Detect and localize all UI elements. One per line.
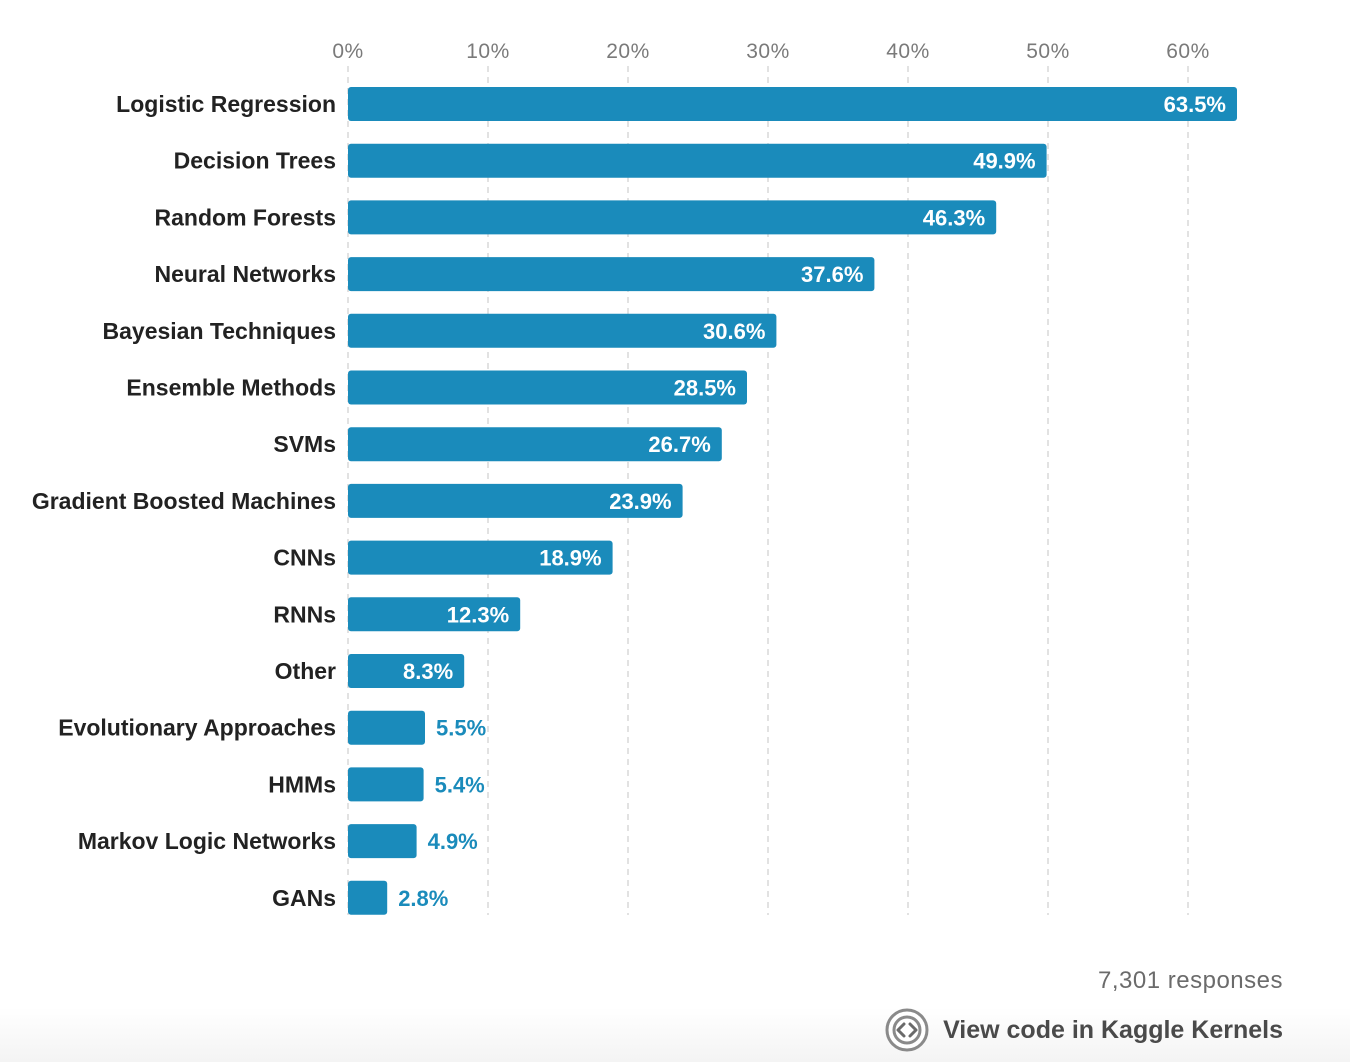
x-tick-label: 20% bbox=[606, 40, 650, 63]
bar-row: Other 8.3% bbox=[275, 654, 465, 688]
bar-row: Gradient Boosted Machines 23.9% bbox=[32, 483, 683, 518]
bar-row: CNNs 18.9% bbox=[273, 540, 613, 575]
bar-row: Decision Trees 49.9% bbox=[174, 143, 1047, 178]
x-tick-label: 30% bbox=[746, 40, 790, 63]
category-label: Other bbox=[275, 658, 336, 684]
bar-value-label: 5.4% bbox=[435, 772, 485, 797]
category-label: GANs bbox=[272, 885, 336, 911]
bar-value-label: 28.5% bbox=[674, 376, 736, 401]
bar-row: Logistic Regression 63.5% bbox=[116, 87, 1237, 121]
bar bbox=[348, 87, 1237, 121]
category-label: Neural Networks bbox=[154, 261, 336, 287]
x-axis-ticks: 0% 10% 20% 30% 40% 50% 60% bbox=[332, 40, 1209, 63]
category-label: Bayesian Techniques bbox=[103, 318, 337, 344]
bar-row: RNNs 12.3% bbox=[273, 597, 521, 632]
category-label: Random Forests bbox=[155, 204, 336, 230]
bar bbox=[348, 880, 388, 915]
bar-chart: 0% 10% 20% 30% 40% 50% 60% Logistic Regression… bbox=[32, 40, 1237, 915]
bar-value-label: 18.9% bbox=[539, 546, 601, 571]
bar-value-label: 4.9% bbox=[428, 829, 478, 854]
bar-value-label: 2.8% bbox=[398, 886, 448, 911]
bar-row: Evolutionary Approaches 5.5% bbox=[58, 710, 486, 745]
bar-row: Markov Logic Networks 4.9% bbox=[78, 824, 478, 859]
x-tick-label: 40% bbox=[886, 40, 930, 63]
bar bbox=[348, 824, 417, 859]
x-tick-label: 0% bbox=[332, 40, 363, 63]
x-tick-label: 50% bbox=[1026, 40, 1070, 63]
bar bbox=[348, 370, 747, 405]
bar-row: Random Forests 46.3% bbox=[155, 200, 997, 235]
bar-row: Ensemble Methods 28.5% bbox=[126, 370, 747, 405]
bar-value-label: 23.9% bbox=[609, 489, 671, 514]
bar bbox=[348, 313, 777, 348]
category-label: Markov Logic Networks bbox=[78, 828, 336, 854]
category-label: CNNs bbox=[273, 545, 336, 571]
response-count: 7,301 responses bbox=[1098, 967, 1283, 994]
bar-row: HMMs 5.4% bbox=[268, 767, 485, 802]
kaggle-code-icon bbox=[885, 1008, 929, 1052]
bar-row: SVMs 26.7% bbox=[273, 427, 722, 462]
category-label: Decision Trees bbox=[174, 148, 336, 174]
bar bbox=[348, 654, 465, 688]
bar-value-label: 30.6% bbox=[703, 319, 765, 344]
category-label: Logistic Regression bbox=[116, 91, 336, 117]
view-code-label[interactable]: View code in Kaggle Kernels bbox=[943, 1015, 1283, 1044]
category-label: Evolutionary Approaches bbox=[58, 715, 336, 741]
bar-value-label: 37.6% bbox=[801, 262, 863, 287]
bar-value-label: 63.5% bbox=[1164, 92, 1226, 117]
bar bbox=[348, 710, 425, 745]
bar-value-label: 49.9% bbox=[973, 149, 1035, 174]
bar bbox=[348, 200, 997, 235]
bar bbox=[348, 427, 722, 462]
category-label: RNNs bbox=[273, 601, 336, 627]
bar-row: GANs 2.8% bbox=[272, 880, 448, 915]
category-label: Ensemble Methods bbox=[126, 375, 336, 401]
bar bbox=[348, 540, 613, 575]
bar-value-label: 8.3% bbox=[403, 659, 453, 684]
bar bbox=[348, 767, 424, 802]
category-label: HMMs bbox=[268, 771, 336, 797]
chart-canvas: 0% 10% 20% 30% 40% 50% 60% Logistic Regression… bbox=[32, 40, 1237, 915]
bar-row: Neural Networks 37.6% bbox=[154, 257, 875, 292]
bar bbox=[348, 483, 683, 518]
bar-value-label: 46.3% bbox=[923, 205, 985, 230]
bar bbox=[348, 597, 521, 632]
bar bbox=[348, 257, 875, 292]
bar-row: Bayesian Techniques 30.6% bbox=[103, 313, 777, 348]
bar-value-label: 5.5% bbox=[436, 716, 486, 741]
bar bbox=[348, 143, 1047, 178]
bars: Logistic Regression 63.5% Decision Trees 49… bbox=[32, 87, 1237, 915]
category-label: SVMs bbox=[273, 431, 336, 457]
category-label: Gradient Boosted Machines bbox=[32, 488, 336, 514]
x-tick-label: 10% bbox=[466, 40, 510, 63]
bar-value-label: 26.7% bbox=[648, 432, 710, 457]
view-code-link[interactable]: View code in Kaggle Kernels bbox=[885, 1008, 1283, 1052]
bar-value-label: 12.3% bbox=[447, 602, 509, 627]
chart-footer: 7,301 responses View code in Kaggle Kern… bbox=[0, 940, 1350, 1062]
x-tick-label: 60% bbox=[1166, 40, 1210, 63]
